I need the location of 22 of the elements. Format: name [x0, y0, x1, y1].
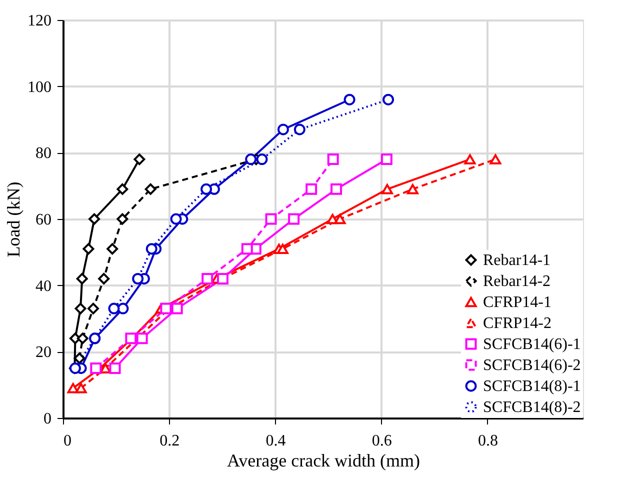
x-tick-label: 0.2	[160, 432, 180, 450]
y-tick-label: 20	[36, 344, 52, 362]
x-tick-label: 0.8	[478, 432, 498, 450]
x-tick-label: 0.4	[266, 432, 286, 450]
x-tick-label: 0	[64, 432, 72, 450]
y-tick-label: 120	[28, 12, 52, 30]
legend-label: SCFCB14(6)-2	[483, 357, 581, 374]
y-tick-label: 0	[44, 410, 52, 428]
y-tick-label: 80	[36, 145, 52, 162]
legend-label: Rebar14-2	[483, 273, 551, 290]
y-axis-title: Load (kN)	[4, 182, 24, 258]
legend-label: CFRP14-2	[483, 315, 552, 332]
x-axis-title: Average crack width (mm)	[226, 450, 420, 470]
legend-label: Rebar14-1	[483, 252, 551, 269]
x-tick-label: 0.6	[372, 432, 392, 450]
y-tick-label: 40	[36, 278, 52, 295]
legend-label: SCFCB14(6)-1	[483, 336, 581, 353]
legend-label: CFRP14-1	[483, 294, 552, 311]
legend-label: SCFCB14(8)-2	[483, 399, 581, 416]
y-tick-label: 100	[28, 78, 52, 96]
legend-label: SCFCB14(8)-1	[483, 378, 581, 395]
y-tick-label: 60	[36, 212, 52, 228]
